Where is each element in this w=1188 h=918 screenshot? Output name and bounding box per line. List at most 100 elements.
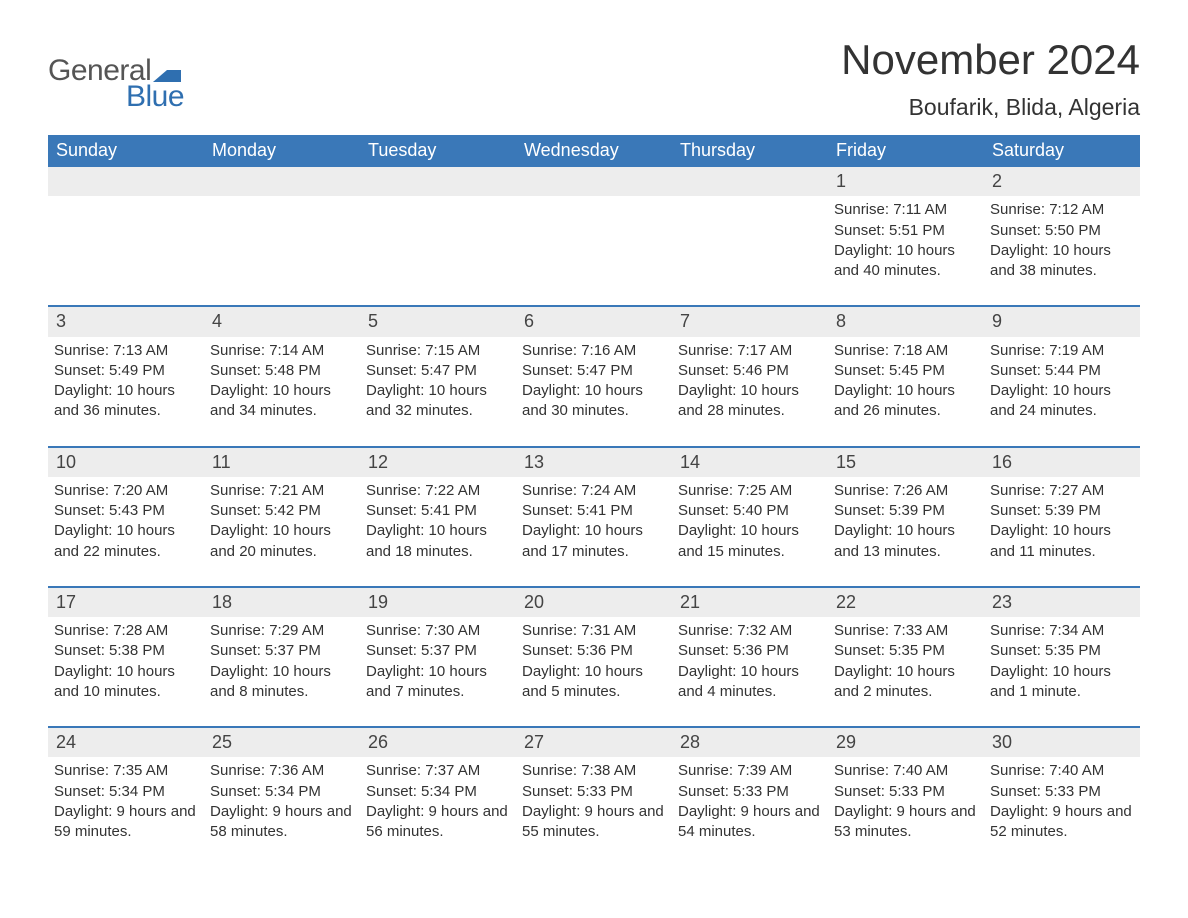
day-number: 8 bbox=[828, 307, 984, 336]
day-number bbox=[516, 167, 672, 196]
day-number: 7 bbox=[672, 307, 828, 336]
calendar-day: 1Sunrise: 7:11 AMSunset: 5:51 PMDaylight… bbox=[828, 167, 984, 287]
calendar-day: 17 Sunrise: 7:28 AMSunset: 5:38 PMDayligh… bbox=[48, 588, 204, 708]
sunset-text: Sunset: 5:44 PM bbox=[990, 361, 1134, 381]
daylight-text: Daylight: 9 hours and 53 minutes. bbox=[834, 802, 978, 843]
brand-blue: Blue bbox=[126, 80, 184, 114]
daylight-text: Daylight: 10 hours and 2 minutes. bbox=[834, 662, 978, 703]
day-number: 3 bbox=[48, 307, 204, 336]
sunrise-text: Sunrise: 7:40 AM bbox=[834, 761, 978, 781]
sunset-text: Sunset: 5:40 PM bbox=[678, 501, 822, 521]
sunset-text: Sunset: 5:34 PM bbox=[366, 782, 510, 802]
sunset-text: Sunset: 5:43 PM bbox=[54, 501, 198, 521]
calendar-day: 15Sunrise: 7:26 AMSunset: 5:39 PMDayligh… bbox=[828, 448, 984, 568]
sunset-text: Sunset: 5:49 PM bbox=[54, 361, 198, 381]
calendar-day: 12Sunrise: 7:22 AMSunset: 5:41 PMDayligh… bbox=[360, 448, 516, 568]
calendar-day: 24Sunrise: 7:35 AMSunset: 5:34 PMDayligh… bbox=[48, 728, 204, 848]
day-number: 16 bbox=[984, 448, 1140, 477]
sunset-text: Sunset: 5:38 PM bbox=[54, 641, 198, 661]
sunrise-text: Sunrise: 7:37 AM bbox=[366, 761, 510, 781]
brand-logo: General Blue bbox=[48, 54, 184, 114]
daylight-text: Daylight: 10 hours and 17 minutes. bbox=[522, 521, 666, 562]
sunset-text: Sunset: 5:35 PM bbox=[834, 641, 978, 661]
header: General Blue November 2024 Boufarik, Bli… bbox=[48, 36, 1140, 121]
day-number: 12 bbox=[360, 448, 516, 477]
sunrise-text: Sunrise: 7:25 AM bbox=[678, 481, 822, 501]
calendar-day bbox=[360, 167, 516, 287]
calendar-day: 19Sunrise: 7:30 AMSunset: 5:37 PMDayligh… bbox=[360, 588, 516, 708]
sunrise-text: Sunrise: 7:34 AM bbox=[990, 621, 1134, 641]
daylight-text: Daylight: 10 hours and 38 minutes. bbox=[990, 241, 1134, 282]
calendar-day: 13Sunrise: 7:24 AMSunset: 5:41 PMDayligh… bbox=[516, 448, 672, 568]
day-number: 6 bbox=[516, 307, 672, 336]
sunrise-text: Sunrise: 7:29 AM bbox=[210, 621, 354, 641]
calendar-day: 25Sunrise: 7:36 AMSunset: 5:34 PMDayligh… bbox=[204, 728, 360, 848]
day-number: 18 bbox=[204, 588, 360, 617]
daylight-text: Daylight: 10 hours and 40 minutes. bbox=[834, 241, 978, 282]
sunset-text: Sunset: 5:34 PM bbox=[54, 782, 198, 802]
sunrise-text: Sunrise: 7:32 AM bbox=[678, 621, 822, 641]
calendar-day: 7Sunrise: 7:17 AMSunset: 5:46 PMDaylight… bbox=[672, 307, 828, 427]
day-number: 13 bbox=[516, 448, 672, 477]
daylight-text: Daylight: 10 hours and 22 minutes. bbox=[54, 521, 198, 562]
sunrise-text: Sunrise: 7:33 AM bbox=[834, 621, 978, 641]
sunrise-text: Sunrise: 7:19 AM bbox=[990, 341, 1134, 361]
calendar-day: 20Sunrise: 7:31 AMSunset: 5:36 PMDayligh… bbox=[516, 588, 672, 708]
sunrise-text: Sunrise: 7:16 AM bbox=[522, 341, 666, 361]
sunrise-text: Sunrise: 7:11 AM bbox=[834, 200, 978, 220]
daylight-text: Daylight: 10 hours and 7 minutes. bbox=[366, 662, 510, 703]
calendar-day: 21Sunrise: 7:32 AMSunset: 5:36 PMDayligh… bbox=[672, 588, 828, 708]
daylight-text: Daylight: 10 hours and 18 minutes. bbox=[366, 521, 510, 562]
day-number bbox=[48, 167, 204, 196]
calendar-day: 6Sunrise: 7:16 AMSunset: 5:47 PMDaylight… bbox=[516, 307, 672, 427]
daylight-text: Daylight: 10 hours and 13 minutes. bbox=[834, 521, 978, 562]
title-block: November 2024 Boufarik, Blida, Algeria bbox=[841, 36, 1140, 121]
day-number: 5 bbox=[360, 307, 516, 336]
sunrise-text: Sunrise: 7:35 AM bbox=[54, 761, 198, 781]
calendar-day: 27Sunrise: 7:38 AMSunset: 5:33 PMDayligh… bbox=[516, 728, 672, 848]
calendar-day: 2Sunrise: 7:12 AMSunset: 5:50 PMDaylight… bbox=[984, 167, 1140, 287]
day-number: 29 bbox=[828, 728, 984, 757]
calendar-day: 11Sunrise: 7:21 AMSunset: 5:42 PMDayligh… bbox=[204, 448, 360, 568]
calendar-day: 23Sunrise: 7:34 AMSunset: 5:35 PMDayligh… bbox=[984, 588, 1140, 708]
sunset-text: Sunset: 5:33 PM bbox=[834, 782, 978, 802]
day-number: 20 bbox=[516, 588, 672, 617]
day-number: 15 bbox=[828, 448, 984, 477]
day-number: 21 bbox=[672, 588, 828, 617]
day-number: 17 bbox=[48, 588, 204, 617]
calendar-day bbox=[516, 167, 672, 287]
sunrise-text: Sunrise: 7:36 AM bbox=[210, 761, 354, 781]
day-number: 22 bbox=[828, 588, 984, 617]
day-number bbox=[360, 167, 516, 196]
sunset-text: Sunset: 5:37 PM bbox=[366, 641, 510, 661]
sunrise-text: Sunrise: 7:28 AM bbox=[54, 621, 198, 641]
sunset-text: Sunset: 5:33 PM bbox=[522, 782, 666, 802]
sunset-text: Sunset: 5:42 PM bbox=[210, 501, 354, 521]
sunset-text: Sunset: 5:39 PM bbox=[990, 501, 1134, 521]
day-number bbox=[204, 167, 360, 196]
sunrise-text: Sunrise: 7:39 AM bbox=[678, 761, 822, 781]
location: Boufarik, Blida, Algeria bbox=[841, 94, 1140, 121]
calendar-day: 26Sunrise: 7:37 AMSunset: 5:34 PMDayligh… bbox=[360, 728, 516, 848]
calendar-day: 30Sunrise: 7:40 AMSunset: 5:33 PMDayligh… bbox=[984, 728, 1140, 848]
calendar-day: 3Sunrise: 7:13 AMSunset: 5:49 PMDaylight… bbox=[48, 307, 204, 427]
sunrise-text: Sunrise: 7:20 AM bbox=[54, 481, 198, 501]
calendar-day: 14Sunrise: 7:25 AMSunset: 5:40 PMDayligh… bbox=[672, 448, 828, 568]
weekday-header: SundayMondayTuesdayWednesdayThursdayFrid… bbox=[48, 135, 1140, 167]
daylight-text: Daylight: 10 hours and 26 minutes. bbox=[834, 381, 978, 422]
calendar-week: 10Sunrise: 7:20 AMSunset: 5:43 PMDayligh… bbox=[48, 446, 1140, 568]
sunrise-text: Sunrise: 7:21 AM bbox=[210, 481, 354, 501]
daylight-text: Daylight: 10 hours and 10 minutes. bbox=[54, 662, 198, 703]
weekday-label: Tuesday bbox=[360, 135, 516, 167]
sunset-text: Sunset: 5:51 PM bbox=[834, 221, 978, 241]
daylight-text: Daylight: 10 hours and 1 minute. bbox=[990, 662, 1134, 703]
day-number: 9 bbox=[984, 307, 1140, 336]
daylight-text: Daylight: 10 hours and 20 minutes. bbox=[210, 521, 354, 562]
calendar-day: 18Sunrise: 7:29 AMSunset: 5:37 PMDayligh… bbox=[204, 588, 360, 708]
calendar-day: 9Sunrise: 7:19 AMSunset: 5:44 PMDaylight… bbox=[984, 307, 1140, 427]
daylight-text: Daylight: 10 hours and 11 minutes. bbox=[990, 521, 1134, 562]
day-number: 23 bbox=[984, 588, 1140, 617]
calendar-day: 10Sunrise: 7:20 AMSunset: 5:43 PMDayligh… bbox=[48, 448, 204, 568]
sunrise-text: Sunrise: 7:15 AM bbox=[366, 341, 510, 361]
calendar-day: 29 Sunrise: 7:40 AMSunset: 5:33 PMDayligh… bbox=[828, 728, 984, 848]
